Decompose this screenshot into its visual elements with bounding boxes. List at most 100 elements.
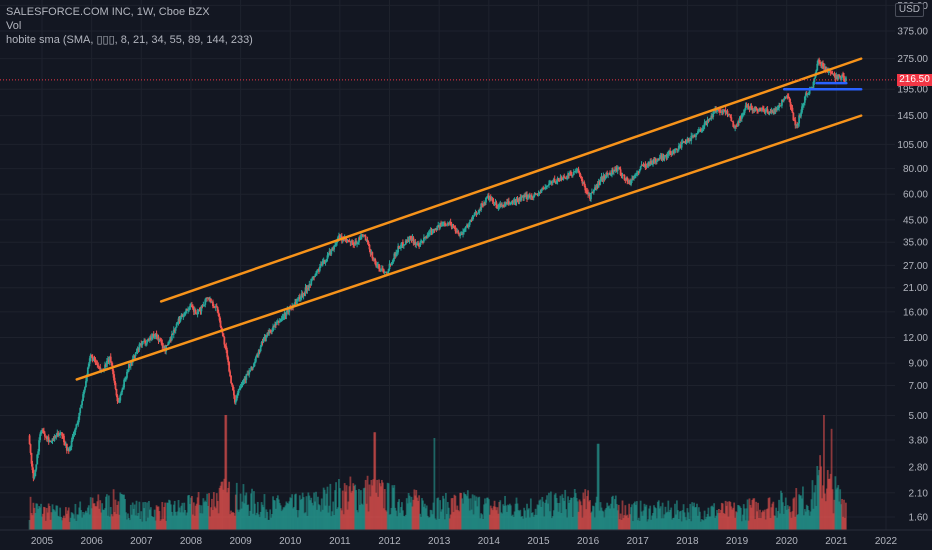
- volume-bar-335: [348, 486, 351, 530]
- volume-bar-257: [274, 500, 276, 530]
- volume-bar-577: [579, 501, 582, 530]
- volume-bar-834: [824, 501, 827, 530]
- volume-bar-447: [455, 509, 458, 530]
- candle-body-344: [357, 242, 359, 244]
- candle-body-697: [694, 134, 696, 137]
- time-axis[interactable]: 2005 2006 2007 2008 2009 2010 2011 2012 2013 2014…: [0, 529, 932, 547]
- candle-body-53: [79, 407, 82, 413]
- candle-body-222: [240, 384, 243, 387]
- candle-body-497: [503, 205, 505, 207]
- volume-bar-822: [813, 492, 816, 530]
- y-tick-label-4: 5.00: [909, 411, 929, 422]
- indicator-label[interactable]: hobite sma (SMA, ▯▯▯, 8, 21, 34, 55, 89,…: [6, 34, 253, 46]
- volume-bar-518: [523, 507, 526, 530]
- candle-body-811: [802, 102, 805, 105]
- candle-body-407: [417, 243, 420, 246]
- candle-body-65: [90, 354, 93, 356]
- candle-body-124: [147, 338, 149, 341]
- volume-bar-310: [324, 505, 327, 530]
- candle-body-787: [780, 105, 782, 107]
- volume-bar-716: [712, 507, 715, 530]
- volume-bar-259: [275, 498, 278, 530]
- volume-bar-599: [600, 507, 603, 530]
- candle-body-802: [794, 120, 797, 126]
- candle-body-812: [803, 96, 806, 103]
- volume-bar-626: [626, 514, 629, 530]
- volume-bar-510: [515, 497, 518, 530]
- candle-body-600: [601, 176, 604, 181]
- candle-body-503: [508, 203, 511, 205]
- candle-body-671: [669, 151, 672, 155]
- candle-body-286: [301, 293, 304, 297]
- candle-body-794: [786, 96, 789, 97]
- candle-body-825: [816, 63, 819, 71]
- candle-body-42: [68, 447, 71, 452]
- candle-body-790: [782, 98, 785, 101]
- volume-bar-156: [177, 500, 180, 530]
- candle-body-319: [333, 245, 336, 250]
- candle-body-566: [569, 171, 571, 176]
- candle-body-489: [495, 202, 498, 209]
- price-axis[interactable]: 1.602.102.803.805.007.009.0012.0016.0021…: [897, 1, 928, 524]
- x-tick-label-10: 2015: [527, 536, 550, 547]
- symbol-title[interactable]: SALESFORCE.COM INC, 1W, Cboe BZX: [6, 6, 210, 18]
- volume-bar-92: [116, 504, 119, 530]
- volume-bar-32: [59, 507, 62, 530]
- candle-body-796: [788, 98, 791, 103]
- candle-body-433: [442, 223, 444, 225]
- volume-bar-511: [516, 503, 519, 530]
- volume-bar-799: [791, 511, 794, 530]
- candle-body-94: [118, 400, 121, 403]
- candle-body-43: [69, 446, 72, 448]
- candle-body-351: [363, 234, 366, 237]
- candle-body-69: [94, 359, 97, 364]
- volume-bar-98: [122, 494, 125, 530]
- volume-bar-589: [591, 511, 593, 530]
- candle-body-123: [146, 340, 148, 344]
- volume-bar-351: [363, 487, 366, 530]
- volume-bar-270: [286, 502, 289, 530]
- candle-body-364: [376, 265, 379, 267]
- candle-body-631: [631, 178, 633, 181]
- volume-bar-538: [542, 501, 545, 530]
- currency-badge[interactable]: USD: [894, 3, 924, 17]
- volume-bar-721: [717, 513, 719, 530]
- volume-bar-520: [525, 517, 527, 530]
- candle-body-81: [106, 361, 108, 367]
- y-tick-label-14: 80.00: [903, 164, 928, 175]
- volume-bar-480: [486, 497, 489, 530]
- candle-body-153: [174, 327, 177, 331]
- candle-body-749: [743, 109, 746, 113]
- candle-body-3: [31, 463, 34, 471]
- candle-body-546: [549, 181, 552, 183]
- candle-body-187: [207, 297, 210, 299]
- candle-body-161: [182, 315, 185, 318]
- volume-label[interactable]: Vol: [6, 20, 22, 32]
- volume-bar-395: [405, 498, 408, 530]
- volume-bar-244: [261, 504, 264, 530]
- volume-bar-132: [154, 520, 157, 530]
- volume-bar-371: [382, 508, 385, 530]
- price-candles: [28, 57, 847, 482]
- candle-body-591: [592, 190, 595, 193]
- volume-bar-342: [355, 490, 358, 530]
- volume-bar-22: [49, 519, 52, 530]
- volume-bar-509: [514, 503, 517, 530]
- candle-body-648: [647, 162, 650, 167]
- volume-bar-844: [834, 476, 837, 530]
- candle-body-854: [844, 81, 846, 82]
- candle-body-619: [619, 169, 622, 176]
- candle-body-401: [411, 237, 414, 241]
- drawings[interactable]: [75, 57, 863, 381]
- candle-body-668: [666, 154, 669, 158]
- candle-body-221: [239, 386, 242, 388]
- candle-body-737: [732, 121, 735, 127]
- volume-bar-545: [549, 511, 551, 530]
- volume-bar-13: [41, 516, 43, 530]
- candle-body-320: [334, 245, 337, 246]
- volume-bar-194: [213, 506, 216, 530]
- candle-body-714: [710, 115, 713, 120]
- y-tick-label-9: 21.00: [903, 283, 928, 294]
